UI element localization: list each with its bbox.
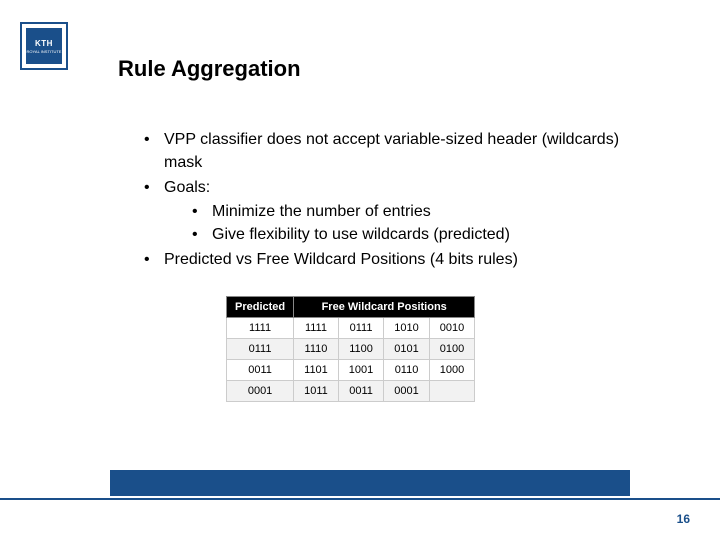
footer-bar: [0, 470, 630, 496]
table-header-row: Predicted Free Wildcard Positions: [227, 297, 475, 318]
cell: 1011: [294, 381, 339, 402]
bullet-item: Predicted vs Free Wildcard Positions (4 …: [140, 248, 660, 271]
bullet-text: Goals:: [164, 179, 210, 196]
bullet-item: VPP classifier does not accept variable-…: [140, 128, 660, 174]
cell: 1111: [294, 318, 339, 339]
col-header-free: Free Wildcard Positions: [294, 297, 475, 318]
table-row: 0111 1110 1100 0101 0100: [227, 339, 475, 360]
cell: 0001: [384, 381, 429, 402]
cell: 0011: [338, 381, 383, 402]
logo-subtext: ROYAL INSTITUTE: [27, 49, 62, 54]
logo-text: KTH: [35, 39, 53, 48]
wildcard-table: Predicted Free Wildcard Positions 1111 1…: [226, 296, 475, 402]
footer-line: [0, 498, 720, 500]
slide-body: VPP classifier does not accept variable-…: [140, 128, 660, 273]
cell: 1000: [429, 360, 474, 381]
cell: 1010: [384, 318, 429, 339]
cell: 0010: [429, 318, 474, 339]
kth-logo: KTH ROYAL INSTITUTE: [20, 22, 68, 70]
sub-bullet-item: Minimize the number of entries: [188, 200, 660, 223]
cell: 0100: [429, 339, 474, 360]
cell: 0110: [384, 360, 429, 381]
slide: KTH ROYAL INSTITUTE Rule Aggregation VPP…: [0, 0, 720, 540]
cell: 0111: [227, 339, 294, 360]
cell: 0101: [384, 339, 429, 360]
cell: 1100: [338, 339, 383, 360]
slide-title: Rule Aggregation: [118, 56, 301, 82]
cell: 1111: [227, 318, 294, 339]
sub-bullet-item: Give flexibility to use wildcards (predi…: [188, 223, 660, 246]
cell: 1001: [338, 360, 383, 381]
cell: 0011: [227, 360, 294, 381]
cell: 1110: [294, 339, 339, 360]
cell: [429, 381, 474, 402]
col-header-predicted: Predicted: [227, 297, 294, 318]
table-row: 1111 1111 0111 1010 0010: [227, 318, 475, 339]
cell: 0111: [338, 318, 383, 339]
table-row: 0001 1011 0011 0001: [227, 381, 475, 402]
cell: 0001: [227, 381, 294, 402]
page-number: 16: [677, 512, 690, 526]
bullet-item: Goals: Minimize the number of entries Gi…: [140, 176, 660, 246]
table-row: 0011 1101 1001 0110 1000: [227, 360, 475, 381]
cell: 1101: [294, 360, 339, 381]
